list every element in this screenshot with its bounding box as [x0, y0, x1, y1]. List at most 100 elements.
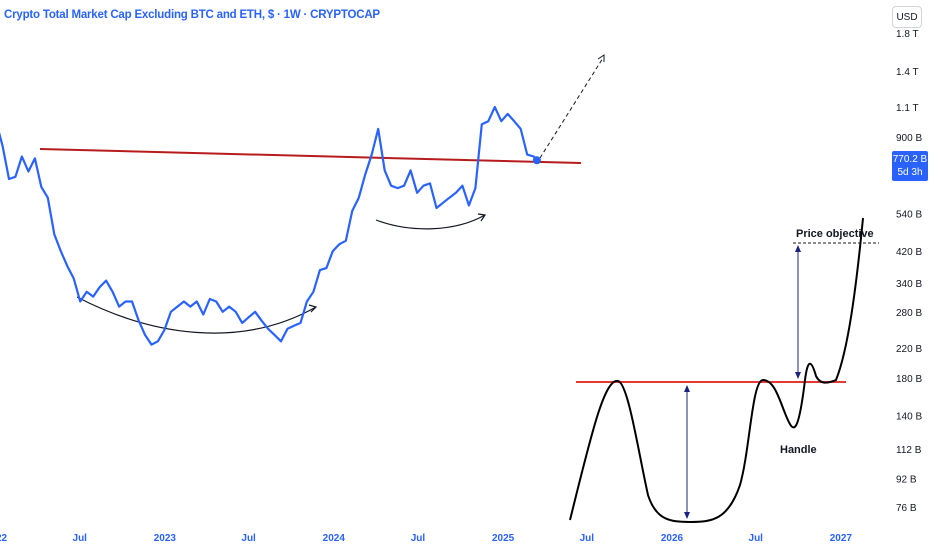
y-axis: 1.8 T 1.4 T 1.1 T 900 B 540 B 420 B 340 B 280 B… — [896, 29, 922, 514]
bar-countdown: 5d 3h — [897, 167, 923, 178]
series-point — [157, 340, 159, 342]
projection-arrowhead — [597, 54, 605, 62]
y-tick-label: 76 B — [896, 503, 917, 514]
series-point — [507, 113, 509, 115]
series-point — [99, 286, 101, 288]
last-price-dot[interactable] — [532, 156, 541, 165]
series-point — [183, 300, 185, 303]
y-tick-label: 280 B — [896, 308, 922, 319]
series-point — [351, 210, 353, 212]
series-point — [384, 169, 386, 171]
cup-and-handle-pattern[interactable] — [569, 217, 864, 524]
series-point — [494, 106, 496, 108]
series-point — [273, 334, 276, 336]
y-tick-label: 140 B — [896, 412, 922, 423]
series-point — [60, 250, 62, 252]
cup-depth-arrowhead-top — [684, 385, 690, 392]
x-tick-label: 2027 — [830, 533, 853, 544]
x-tick-label: 2023 — [154, 533, 177, 544]
series-point — [131, 300, 133, 303]
series-point — [364, 174, 366, 176]
series-point — [170, 311, 172, 313]
cup-curve-arrow[interactable] — [76, 296, 317, 334]
series-point — [228, 306, 230, 308]
series-point — [455, 192, 457, 194]
series-point — [254, 311, 256, 313]
series-point — [487, 120, 489, 122]
series-point — [500, 120, 502, 122]
series-point — [86, 291, 88, 293]
series-point — [397, 187, 399, 189]
series-point — [73, 277, 75, 279]
y-tick-label: 340 B — [896, 279, 922, 290]
series-point — [468, 204, 470, 206]
series-point — [248, 316, 250, 318]
series-point — [410, 169, 412, 171]
series-point — [137, 319, 140, 321]
series-point — [118, 306, 120, 308]
x-axis: 2022 Jul 2023 Jul 2024 Jul 2025 Jul 2026 Jul 2027 — [0, 533, 852, 544]
y-tick-label: 220 B — [896, 344, 922, 355]
series-point — [435, 207, 438, 209]
series-point — [338, 243, 340, 245]
series-point — [27, 170, 29, 173]
series-point — [461, 185, 463, 187]
series-point — [390, 185, 392, 187]
series-point — [267, 328, 269, 330]
series-point — [241, 322, 243, 324]
x-tick-label: 2026 — [661, 533, 684, 544]
projection-arrow[interactable] — [539, 57, 604, 159]
series-point — [222, 311, 224, 313]
chart-title: Crypto Total Market Cap Excluding BTC an… — [4, 9, 380, 21]
series-point — [66, 265, 68, 267]
series-point — [235, 311, 237, 313]
handle-curve-arrow[interactable] — [375, 214, 486, 230]
target-move-arrowhead-top — [795, 245, 801, 252]
series-point — [209, 298, 211, 300]
series-point — [105, 280, 107, 282]
series-point — [403, 185, 405, 187]
x-tick-label: Jul — [580, 533, 595, 544]
series-point — [1, 145, 4, 147]
series-point — [176, 306, 178, 308]
series-point — [474, 187, 476, 189]
x-tick-label: 2025 — [492, 533, 515, 544]
y-tick-label: 92 B — [896, 475, 917, 486]
series-point — [332, 250, 334, 252]
series-point — [513, 120, 515, 122]
series-point — [325, 267, 327, 269]
series-point — [448, 197, 450, 199]
price-objective-label: Price objective — [796, 228, 874, 240]
neckline-resistance[interactable] — [39, 148, 582, 164]
series-point — [163, 329, 165, 331]
series-point — [371, 154, 373, 156]
series-point — [481, 123, 483, 125]
series-point — [53, 233, 55, 235]
y-tick-label: 1.4 T — [896, 67, 919, 78]
handle-curve-arrowhead — [477, 213, 487, 222]
target-move-arrowhead-bottom — [795, 372, 801, 379]
x-tick-label: 2022 — [0, 533, 8, 544]
x-tick-label: 2024 — [323, 533, 346, 544]
series-point — [526, 154, 528, 156]
handle-label: Handle — [780, 444, 817, 456]
series-point — [286, 328, 289, 330]
series-point — [79, 300, 81, 303]
y-tick-label: 1.8 T — [896, 29, 919, 40]
series-point — [47, 197, 49, 199]
currency-button[interactable]: USD — [892, 6, 922, 28]
current-price-badge: 770.2 B 5d 3h — [892, 151, 928, 181]
y-tick-label: 1.1 T — [896, 103, 919, 114]
series-point — [40, 186, 42, 188]
series-point — [520, 128, 522, 130]
series-point — [92, 296, 94, 298]
y-tick-label: 900 B — [896, 133, 922, 144]
cup-curve-arrowhead — [308, 304, 318, 313]
series-point — [189, 306, 191, 308]
series-point — [533, 155, 535, 158]
series-point — [196, 300, 198, 303]
cup-depth-arrowhead-bottom — [684, 512, 690, 519]
series-point — [261, 320, 263, 322]
series-point — [293, 325, 295, 327]
